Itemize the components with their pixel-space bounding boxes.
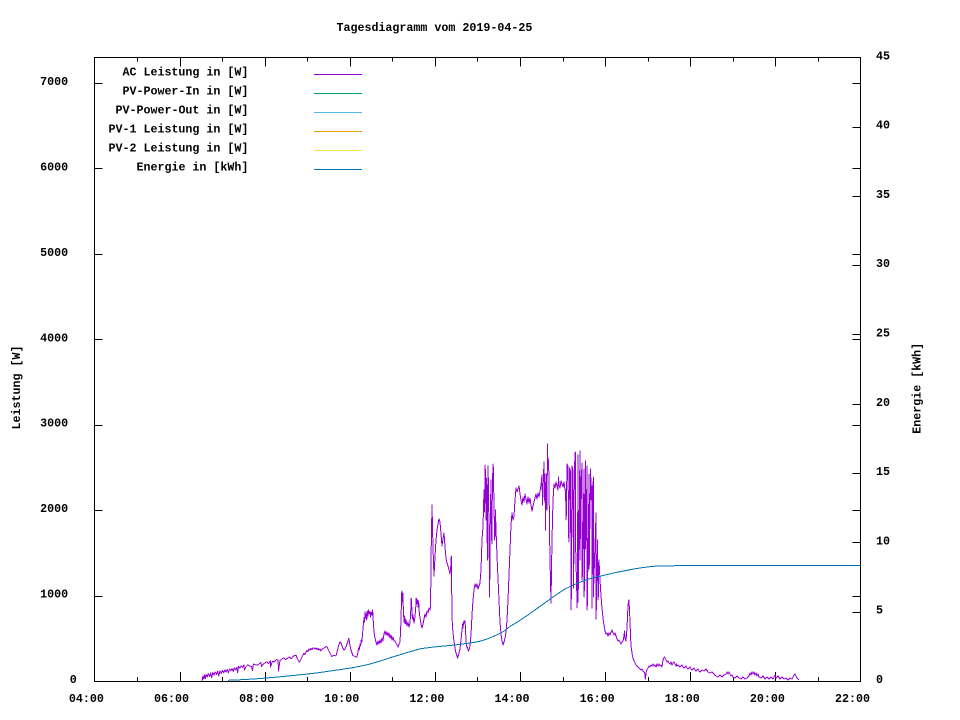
svg-text:0: 0 — [70, 673, 77, 687]
svg-text:10: 10 — [876, 534, 890, 548]
svg-text:2000: 2000 — [40, 502, 68, 516]
svg-text:Energie in [kWh]: Energie in [kWh] — [136, 160, 248, 174]
svg-text:Tagesdiagramm vom 2019-04-25: Tagesdiagramm vom 2019-04-25 — [336, 21, 532, 35]
svg-text:06:00: 06:00 — [154, 692, 189, 706]
svg-text:4000: 4000 — [40, 331, 68, 345]
svg-text:10:00: 10:00 — [324, 692, 359, 706]
svg-text:5: 5 — [876, 604, 883, 618]
svg-text:6000: 6000 — [40, 160, 68, 174]
svg-text:04:00: 04:00 — [69, 692, 104, 706]
svg-text:20:00: 20:00 — [750, 692, 785, 706]
svg-text:Energie [kWh]: Energie [kWh] — [910, 343, 924, 434]
svg-text:3000: 3000 — [40, 417, 68, 431]
svg-text:PV-Power-Out in [W]: PV-Power-Out in [W] — [115, 103, 248, 117]
svg-text:5000: 5000 — [40, 246, 68, 260]
svg-text:25: 25 — [876, 326, 890, 340]
svg-text:AC Leistung in [W]: AC Leistung in [W] — [122, 65, 248, 79]
svg-text:15: 15 — [876, 465, 890, 479]
svg-text:PV-1 Leistung in [W]: PV-1 Leistung in [W] — [108, 122, 248, 136]
svg-text:45: 45 — [876, 49, 890, 63]
svg-text:22:00: 22:00 — [835, 692, 870, 706]
svg-text:18:00: 18:00 — [665, 692, 700, 706]
svg-text:Leistung [W]: Leistung [W] — [10, 346, 24, 430]
svg-text:16:00: 16:00 — [580, 692, 615, 706]
svg-text:08:00: 08:00 — [239, 692, 274, 706]
svg-text:35: 35 — [876, 188, 890, 202]
svg-text:PV-2 Leistung in [W]: PV-2 Leistung in [W] — [108, 141, 248, 155]
svg-text:7000: 7000 — [40, 75, 68, 89]
svg-text:1000: 1000 — [40, 588, 68, 602]
svg-text:14:00: 14:00 — [495, 692, 530, 706]
svg-text:PV-Power-In in [W]: PV-Power-In in [W] — [122, 84, 248, 98]
svg-text:20: 20 — [876, 396, 890, 410]
svg-text:40: 40 — [876, 119, 890, 133]
svg-text:30: 30 — [876, 257, 890, 271]
svg-text:12:00: 12:00 — [409, 692, 444, 706]
svg-text:0: 0 — [876, 673, 883, 687]
